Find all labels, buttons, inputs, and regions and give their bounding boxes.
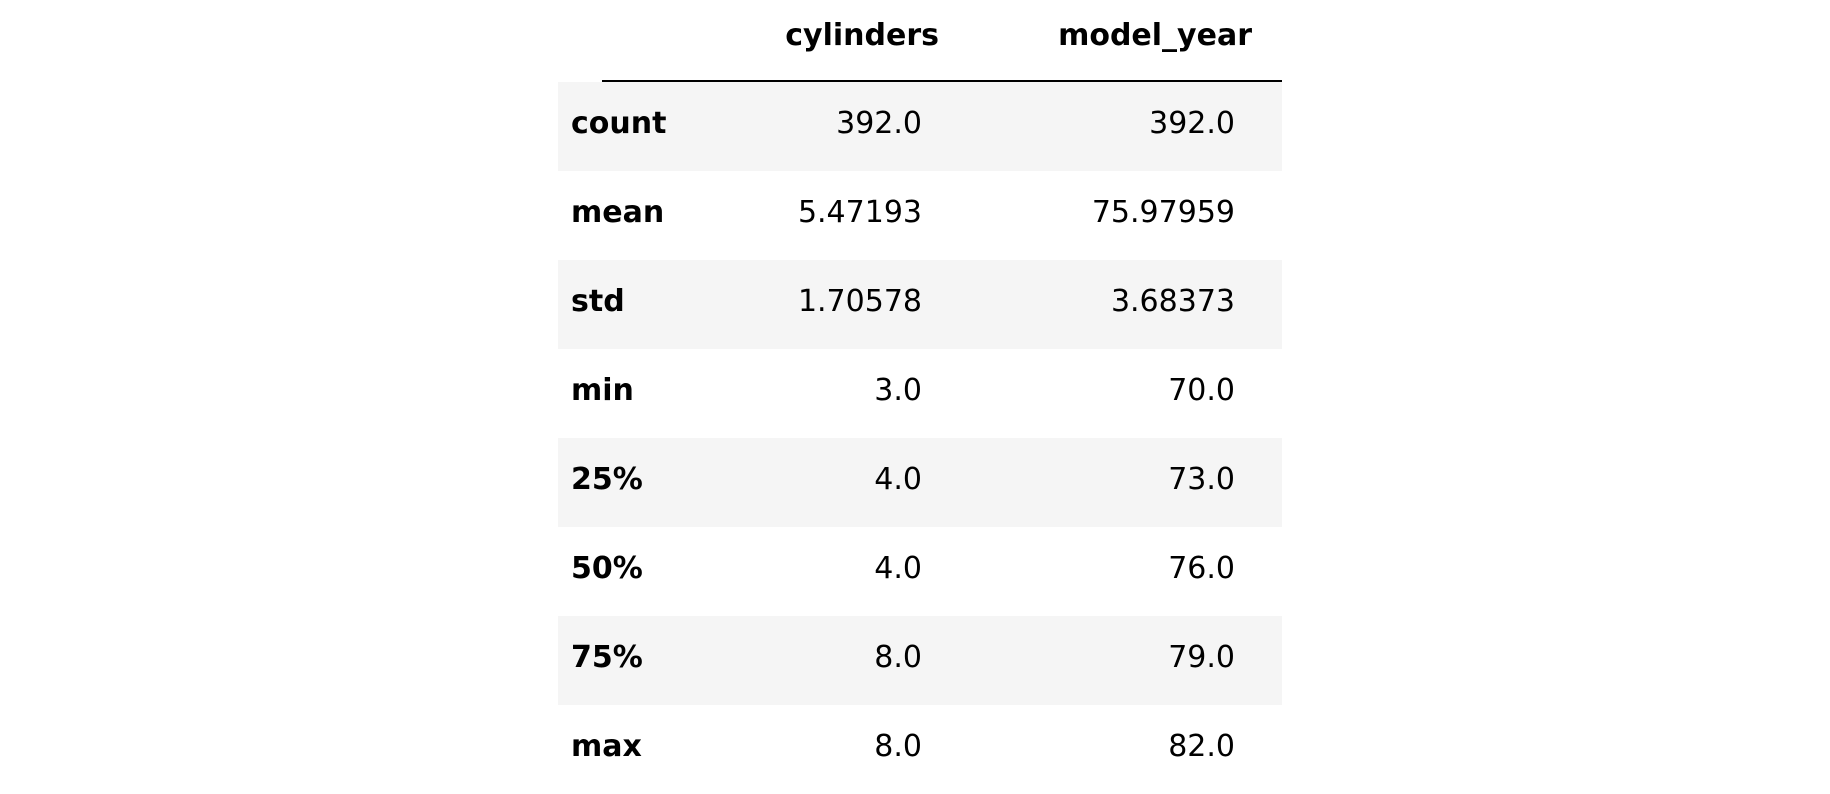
table-row: std 1.70578 3.68373: [558, 260, 1282, 349]
cell-cylinders: 8.0: [874, 640, 922, 675]
cell-model-year: 79.0: [1168, 640, 1235, 675]
table-row: 75% 8.0 79.0: [558, 616, 1282, 705]
cell-cylinders: 3.0: [874, 373, 922, 408]
cell-cylinders: 8.0: [874, 729, 922, 764]
table-row: count 392.0 392.0: [558, 82, 1282, 171]
row-label: count: [571, 106, 667, 141]
cell-cylinders: 5.47193: [797, 195, 922, 230]
row-label: std: [571, 284, 625, 319]
row-label: max: [571, 729, 642, 764]
cell-model-year: 70.0: [1168, 373, 1235, 408]
table-header: cylinders model_year: [0, 0, 1830, 82]
row-label: 75%: [571, 640, 643, 675]
table-row: min 3.0 70.0: [558, 349, 1282, 438]
cell-model-year: 75.97959: [1091, 195, 1235, 230]
table-row: 50% 4.0 76.0: [558, 527, 1282, 616]
column-header-cylinders: cylinders: [785, 18, 939, 53]
column-header-model-year: model_year: [1058, 18, 1252, 53]
cell-cylinders: 392.0: [836, 106, 922, 141]
table-row: max 8.0 82.0: [558, 705, 1282, 794]
row-label: 25%: [571, 462, 643, 497]
table-row: mean 5.47193 75.97959: [558, 171, 1282, 260]
row-label: min: [571, 373, 634, 408]
cell-model-year: 392.0: [1149, 106, 1235, 141]
cell-model-year: 73.0: [1168, 462, 1235, 497]
cell-model-year: 76.0: [1168, 551, 1235, 586]
cell-model-year: 82.0: [1168, 729, 1235, 764]
row-label: mean: [571, 195, 665, 230]
cell-model-year: 3.68373: [1110, 284, 1235, 319]
cell-cylinders: 4.0: [874, 551, 922, 586]
cell-cylinders: 1.70578: [797, 284, 922, 319]
table-row: 25% 4.0 73.0: [558, 438, 1282, 527]
cell-cylinders: 4.0: [874, 462, 922, 497]
row-label: 50%: [571, 551, 643, 586]
header-rule: [602, 80, 1282, 82]
